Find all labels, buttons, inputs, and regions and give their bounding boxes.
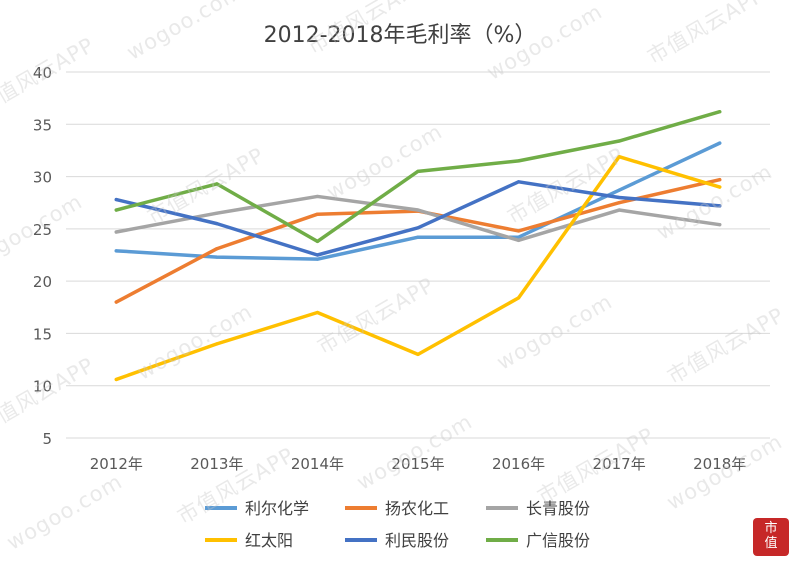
x-axis-ticks: 2012年 2013年 2014年 2015年 2016年 2017年 2018年 [90,455,747,473]
data-point [718,178,722,182]
data-point [114,377,118,382]
data-point [114,249,118,253]
data-point [718,141,722,145]
y-tick-label: 10 [33,378,52,396]
x-tick-label: 2016年 [492,455,545,473]
x-tick-label: 2015年 [391,455,444,473]
data-point [516,296,521,300]
data-point [617,155,621,159]
data-point [617,139,621,143]
data-point [516,229,521,233]
data-point [617,208,621,212]
data-point [315,194,320,199]
data-point [416,208,420,212]
legend-label: 红太阳 [245,531,293,550]
data-point [516,235,521,239]
x-tick-label: 2017年 [593,455,646,473]
y-tick-label: 40 [33,64,52,82]
chart-title: 2012-2018年毛利率（%） [264,23,537,48]
data-point [114,230,118,234]
data-point [215,342,219,346]
y-tick-label: 15 [33,325,52,343]
data-point [516,180,521,184]
data-point [718,223,722,227]
seal-logo: 市 值 [753,518,789,556]
series-lines [114,109,722,382]
data-point [516,159,521,163]
x-tick-label: 2013年 [190,455,243,473]
x-tick-label: 2018年 [693,455,746,473]
data-point [718,204,722,208]
y-tick-label: 25 [33,221,52,239]
legend-label: 长青股份 [526,499,590,518]
data-point [315,239,320,244]
data-point [718,185,722,189]
y-tick-label: 35 [33,116,52,134]
series-line-2 [114,194,722,243]
gridlines [66,71,770,439]
data-point [516,238,521,242]
data-point [718,110,722,114]
data-point [617,201,621,205]
legend-label: 利民股份 [385,531,449,550]
data-point [315,310,320,315]
data-point [315,257,320,261]
legend-label: 利尔化学 [245,499,309,518]
data-point [416,352,420,356]
data-point [617,188,621,192]
legend-label: 广信股份 [526,531,590,550]
seal-text-1: 市 [764,521,778,536]
data-point [114,208,118,212]
data-point [416,226,420,230]
x-tick-label: 2012年 [90,455,143,473]
y-tick-label: 5 [42,430,52,448]
y-tick-label: 30 [33,169,52,187]
data-point [215,255,219,259]
data-point [416,169,420,173]
data-point [617,195,621,200]
data-point [215,211,219,215]
data-point [215,247,219,251]
data-point [114,300,118,304]
data-point [215,222,219,226]
data-point [315,253,320,257]
seal-text-2: 值 [764,536,778,551]
x-tick-label: 2014年 [291,455,344,473]
data-point [416,235,420,239]
data-point [215,182,219,186]
data-point [114,197,118,202]
y-axis-ticks: 5 10 15 20 25 30 35 40 [33,64,52,448]
legend-label: 扬农化工 [385,499,449,518]
y-tick-label: 20 [33,273,52,291]
data-point [315,212,320,216]
